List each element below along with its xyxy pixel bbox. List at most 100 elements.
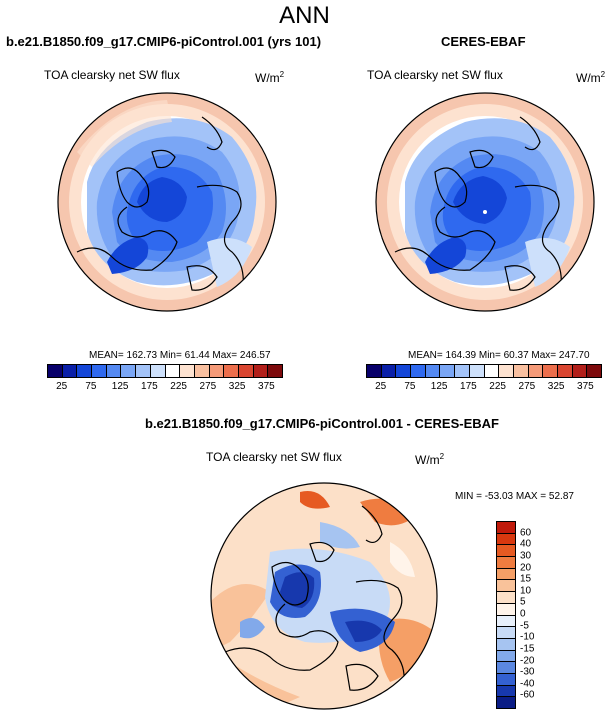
diff-colorbar-tick-label: -20 [520, 655, 535, 666]
obs-colorbar-swatch [381, 365, 397, 377]
model-colorbar-swatch [92, 365, 107, 377]
model-colorbar-tick-label: 175 [141, 381, 158, 392]
obs-stats: MEAN= 164.39 Min= 60.37 Max= 247.70 [408, 350, 590, 361]
diff-colorbar-tick-label: -15 [520, 643, 535, 655]
obs-colorbar-swatch [484, 365, 500, 377]
model-variable-label: TOA clearsky net SW flux [44, 68, 180, 82]
diff-colorbar-swatch [497, 545, 515, 558]
model-colorbar-swatch [136, 365, 151, 377]
obs-colorbar-swatch [367, 365, 382, 377]
obs-colorbar-tick-label: 375 [577, 381, 594, 392]
diff-colorbar-tick-label: 15 [520, 573, 532, 585]
diff-colorbar-swatch [497, 533, 515, 546]
model-colorbar-swatch [194, 365, 210, 377]
diff-colorbar-tick-label: 5 [520, 596, 526, 608]
obs-colorbar-tick-label: 225 [489, 381, 506, 392]
model-colorbar-swatch [209, 365, 225, 377]
model-colorbar-swatch [268, 365, 282, 377]
model-colorbar-swatch [48, 365, 63, 377]
model-colorbar-tick-label: 325 [228, 381, 246, 392]
main-title: ANN [279, 2, 330, 29]
diff-colorbar-swatch [497, 638, 515, 651]
model-colorbar [47, 364, 283, 378]
obs-variable-label: TOA clearsky net SW flux [367, 68, 503, 82]
diff-colorbar-swatch [497, 627, 515, 639]
diff-colorbar-swatch [497, 615, 515, 628]
diff-colorbar-tick-label: -30 [520, 666, 535, 678]
diff-colorbar-tick-label: 60 [520, 527, 532, 539]
model-colorbar-tick-label: 125 [111, 381, 129, 392]
diff-colorbar-ticks: 60 40 30 20 15 10 5 0 -5 -10 -15 -20 -30 -40 -60 [520, 521, 560, 707]
diff-colorbar-swatch [497, 557, 515, 569]
model-colorbar-swatch [121, 365, 137, 377]
model-units: W/m2 [255, 70, 285, 85]
model-colorbar-ticks: 25 75 125 175 225 275 325 375 [47, 381, 281, 393]
diff-colorbar-tick-label: 40 [520, 538, 532, 550]
model-colorbar-tick-label: 275 [199, 381, 217, 392]
obs-colorbar-tick-label: 175 [460, 381, 477, 392]
diff-colorbar-tick-label: -60 [520, 689, 535, 701]
obs-colorbar-tick-label: 75 [404, 381, 416, 392]
obs-colorbar-tick-label: 325 [547, 381, 565, 392]
obs-polar-map [375, 92, 595, 312]
model-colorbar-tick-label: 75 [85, 381, 97, 392]
diff-colorbar-swatch [497, 592, 515, 604]
obs-units: W/m2 [576, 70, 606, 85]
obs-colorbar [366, 364, 602, 378]
diff-units: W/m2 [415, 452, 445, 467]
obs-colorbar-swatch [543, 365, 558, 377]
diff-colorbar-swatch [497, 522, 515, 534]
obs-colorbar-swatch [469, 365, 485, 377]
obs-colorbar-tick-label: 275 [518, 381, 536, 392]
model-stats: MEAN= 162.73 Min= 61.44 Max= 246.57 [89, 350, 271, 361]
obs-panel-title: CERES-EBAF [441, 34, 526, 49]
obs-colorbar-ticks: 25 75 125 175 225 275 325 375 [366, 381, 600, 393]
model-colorbar-swatch [180, 365, 195, 377]
model-colorbar-tick-label: 225 [170, 381, 187, 392]
obs-colorbar-swatch [411, 365, 426, 377]
obs-colorbar-swatch [557, 365, 573, 377]
obs-colorbar-swatch [572, 365, 588, 377]
obs-colorbar-swatch [425, 365, 441, 377]
obs-colorbar-swatch [528, 365, 544, 377]
model-colorbar-swatch [253, 365, 269, 377]
model-polar-map [57, 92, 277, 312]
obs-colorbar-tick-label: 125 [430, 381, 448, 392]
model-colorbar-swatch [150, 365, 166, 377]
model-colorbar-swatch [77, 365, 93, 377]
diff-colorbar-swatch [497, 685, 515, 698]
diff-colorbar-tick-label: 20 [520, 562, 532, 573]
diff-stats: MIN = -53.03 MAX = 52.87 [455, 491, 574, 502]
diff-colorbar-swatch [497, 580, 515, 593]
model-colorbar-swatch [106, 365, 122, 377]
diff-colorbar-swatch [497, 603, 515, 616]
diff-colorbar-tick-label: -5 [520, 620, 529, 632]
diff-colorbar-tick-label: -10 [520, 631, 535, 643]
diff-variable-label: TOA clearsky net SW flux [206, 450, 342, 464]
obs-colorbar-swatch [587, 365, 601, 377]
diff-colorbar [496, 521, 516, 709]
obs-colorbar-swatch [499, 365, 514, 377]
model-colorbar-tick-label: 25 [56, 381, 68, 392]
obs-colorbar-swatch [396, 365, 412, 377]
model-colorbar-tick-label: 375 [258, 381, 275, 392]
model-colorbar-swatch [238, 365, 254, 377]
diff-colorbar-tick-label: -40 [520, 678, 535, 690]
diff-colorbar-swatch [497, 568, 515, 581]
diff-colorbar-swatch [497, 697, 515, 708]
obs-colorbar-tick-label: 25 [375, 381, 387, 392]
model-panel-title: b.e21.B1850.f09_g17.CMIP6-piControl.001 … [6, 34, 322, 49]
diff-colorbar-swatch [497, 650, 515, 663]
diff-colorbar-tick-label: 0 [520, 608, 526, 620]
model-colorbar-swatch [62, 365, 78, 377]
diff-polar-map [210, 482, 438, 710]
obs-colorbar-swatch [440, 365, 456, 377]
model-colorbar-swatch [165, 365, 181, 377]
diff-colorbar-tick-label: 30 [520, 550, 532, 562]
diff-panel-title: b.e21.B1850.f09_g17.CMIP6-piControl.001 … [145, 416, 499, 431]
diff-colorbar-tick-label: 10 [520, 585, 532, 597]
obs-colorbar-swatch [455, 365, 470, 377]
diff-colorbar-swatch [497, 662, 515, 674]
obs-colorbar-swatch [513, 365, 529, 377]
model-colorbar-swatch [224, 365, 239, 377]
